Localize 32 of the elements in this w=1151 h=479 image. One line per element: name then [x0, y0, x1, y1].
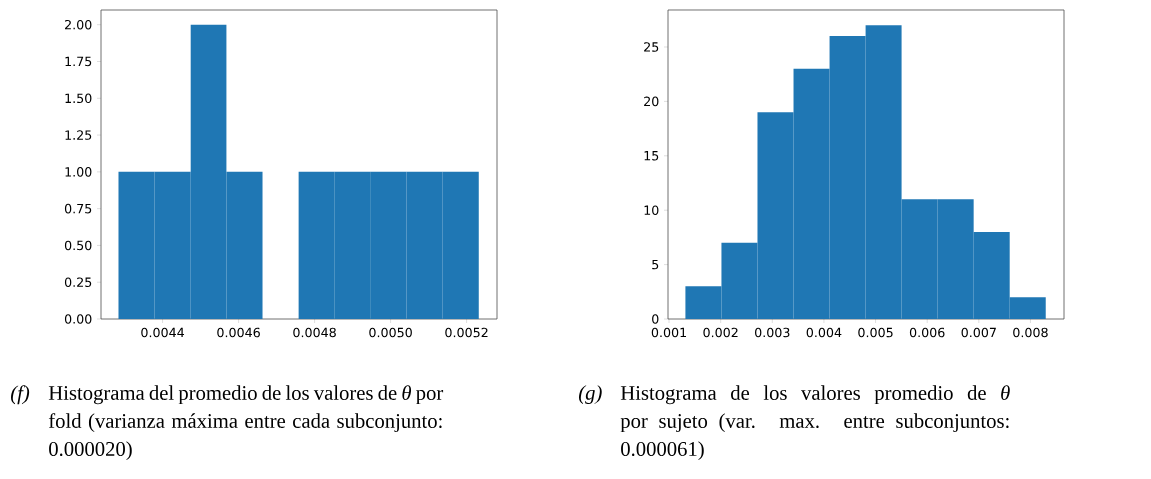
y-tick-label: 2.00 — [65, 19, 92, 30]
x-tick-label: 0.0046 — [217, 327, 260, 338]
x-tick-label: 0.002 — [703, 327, 738, 338]
x-tick-label: 0.005 — [858, 327, 893, 338]
x-tick-label: 0.008 — [1013, 327, 1048, 338]
x-tick-label: 0.007 — [961, 327, 996, 338]
y-tick-label: 0 — [652, 314, 659, 324]
x-tick-label: 0.0048 — [293, 327, 336, 338]
x-tick-label: 0.003 — [755, 327, 790, 338]
y-tick-label: 25 — [644, 42, 659, 52]
x-tick-label: 0.006 — [909, 327, 945, 338]
text: Histograma de los valores promedio de θ por sujeto (var. max. entre subconjuntos: 0.000061) — [620, 385, 1010, 461]
y-tick-label: 1.50 — [65, 93, 92, 104]
x-tick-label: 0.0044 — [141, 327, 185, 338]
y-tick-label: 1.25 — [65, 130, 92, 140]
y-tick-label: 10 — [644, 205, 659, 215]
x-tick-label: 0.0050 — [369, 327, 412, 338]
y-tick-label: 0.25 — [64, 277, 92, 288]
x-tick-label: 0.0052 — [445, 327, 488, 338]
y-tick-label: 0.75 — [64, 203, 92, 214]
y-tick-label: 5 — [652, 259, 659, 270]
y-tick-label: 15 — [644, 151, 659, 161]
text: (f) — [11, 385, 30, 405]
y-tick-label: 0.50 — [64, 240, 92, 251]
y-tick-label: 0.00 — [64, 314, 92, 324]
x-tick-label: 0.004 — [806, 327, 842, 338]
text: (g) — [579, 385, 602, 404]
y-tick-label: 20 — [644, 96, 659, 107]
y-tick-label: 1.75 — [65, 56, 92, 67]
x-tick-label: 0.001 — [651, 327, 687, 338]
text: Histograma del promedio de los valores de θ por fold (varianza máxima entre cada subconjunto: 0.000020) — [48, 385, 444, 461]
y-tick-label: 1.00 — [65, 167, 92, 177]
